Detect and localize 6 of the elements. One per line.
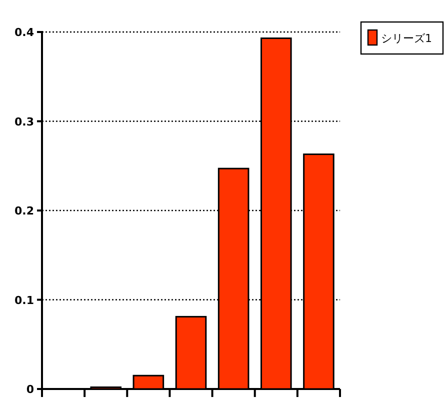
- y-tick-label: 0.2: [14, 204, 34, 218]
- legend-label: シリーズ1: [381, 32, 432, 45]
- y-tick-label: 0.1: [14, 294, 34, 307]
- y-tick-label: 0.3: [14, 115, 34, 128]
- y-tick-label: 0.4: [14, 26, 34, 39]
- y-tick-label: 0: [26, 383, 34, 396]
